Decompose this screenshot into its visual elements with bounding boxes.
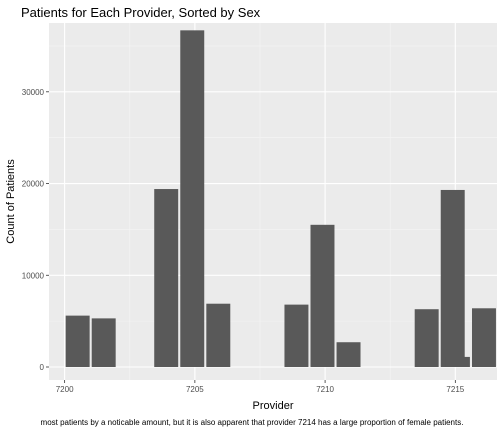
x-tick-label: 7200: [56, 385, 74, 394]
bar-12: [471, 308, 496, 367]
bar-1: [65, 315, 90, 367]
chart-title: Patients for Each Provider, Sorted by Se…: [21, 5, 261, 20]
x-tick-label: 7205: [186, 385, 204, 394]
bar-7: [310, 224, 335, 367]
bar-9: [414, 309, 439, 367]
bar-10: [440, 189, 465, 367]
x-tick-label: 7210: [316, 385, 334, 394]
y-tick-label: 20000: [22, 180, 45, 189]
bar-8: [336, 342, 361, 367]
y-tick-label: 10000: [22, 271, 45, 280]
x-axis-title: Provider: [253, 400, 294, 412]
minor-gridlines: [49, 23, 497, 380]
y-tick-label: 30000: [22, 88, 45, 97]
y-tick-labels: 0 10000 20000 30000: [22, 88, 45, 372]
bar-6: [284, 304, 309, 367]
x-tick-label: 7215: [446, 385, 464, 394]
x-tick-labels: 7200 7205 7210 7215: [56, 385, 465, 394]
y-axis-title: Count of Patients: [5, 159, 17, 244]
y-tick-label: 0: [40, 363, 45, 372]
bars: [65, 30, 496, 368]
bar-4: [180, 30, 205, 368]
bar-11: [445, 356, 470, 367]
bar-2: [91, 318, 116, 367]
bar-5: [206, 303, 231, 367]
axis-ticks: [46, 91, 456, 383]
chart-caption: most patients by a noticable amount, but…: [41, 418, 464, 427]
bar-3: [154, 189, 179, 367]
